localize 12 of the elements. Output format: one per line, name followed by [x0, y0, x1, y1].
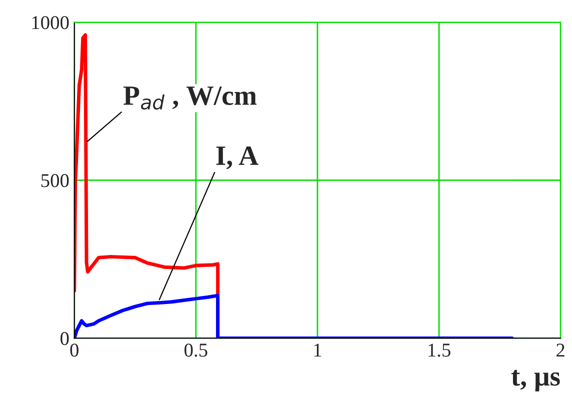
- line-series: [74, 294, 514, 338]
- x-tick-label: 0: [70, 344, 78, 357]
- y-tick-label: 0: [60, 332, 69, 346]
- annotation: P$_{ad}$ , W/cm: [123, 86, 257, 110]
- x-tick-label: 2: [556, 344, 564, 357]
- x-tick-label: 1: [314, 344, 322, 357]
- y-tick-label: 1000: [32, 16, 69, 30]
- annotation: I, A: [216, 146, 258, 170]
- x-axis-title: t, μs: [511, 370, 560, 392]
- x-tick-label: 1.5: [428, 344, 450, 357]
- x-tick-label: 0.5: [184, 344, 208, 357]
- y-tick-label: 500: [41, 174, 69, 188]
